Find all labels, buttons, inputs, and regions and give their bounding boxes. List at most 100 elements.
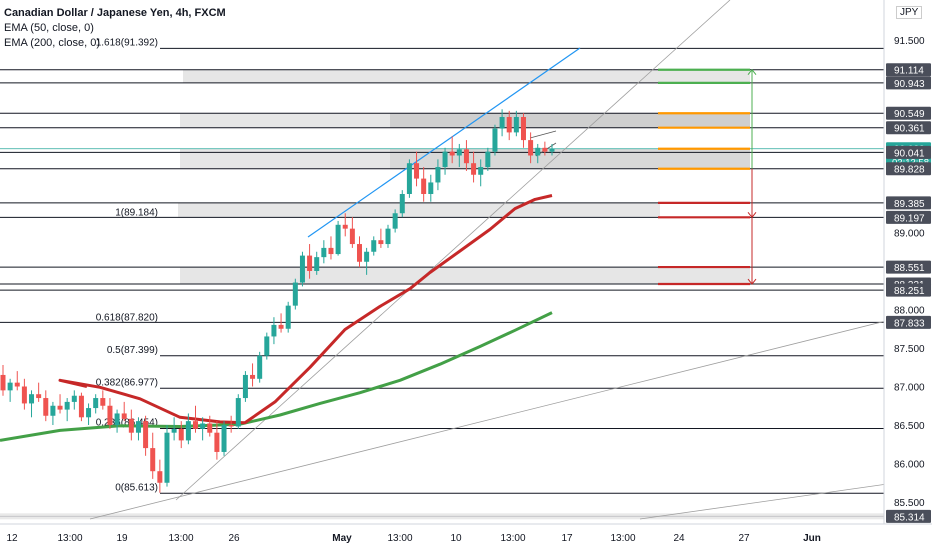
candle-body	[7, 382, 13, 391]
candle-body	[193, 421, 199, 429]
candle-body	[471, 163, 477, 175]
y-tick-label: 86.000	[894, 460, 925, 471]
support-resistance-zones	[178, 69, 750, 285]
x-tick-label: 26	[228, 533, 240, 544]
candle-body	[64, 401, 70, 410]
price-badge	[886, 121, 931, 135]
y-tick-label: 89.000	[894, 229, 925, 240]
ema-50-path	[58, 194, 553, 425]
x-tick-label: Jun	[803, 533, 821, 544]
candle-body	[292, 282, 298, 306]
candle-body	[449, 151, 455, 156]
x-tick-label: 13:00	[168, 533, 193, 544]
price-badge	[886, 196, 931, 210]
candle-body	[421, 178, 427, 194]
y-tick-label: 87.000	[894, 383, 925, 394]
candle-body	[499, 117, 505, 129]
y-tick-label: 85.500	[894, 498, 925, 509]
fib-label: 0(85.613)	[115, 482, 158, 493]
candle-body	[520, 117, 526, 141]
candle-body	[143, 421, 149, 449]
candle-body	[93, 398, 99, 409]
up-arrow-head	[747, 68, 757, 76]
price-badge	[886, 145, 931, 159]
candle-body	[71, 395, 77, 402]
candle-body	[135, 421, 141, 433]
x-tick-label: 10	[450, 533, 462, 544]
candle-body	[0, 374, 6, 391]
ema-50-legend: EMA (50, close, 0)	[4, 22, 94, 34]
down-arrow-head-1	[747, 212, 757, 219]
candle-body	[78, 395, 84, 418]
candle-body	[271, 324, 277, 337]
candle-body	[114, 413, 120, 425]
candle-body	[414, 163, 420, 179]
price-badge	[886, 106, 931, 120]
candle-body	[257, 355, 263, 379]
candle-body	[392, 213, 398, 229]
x-tick-label: 24	[673, 533, 685, 544]
candle-body	[285, 305, 291, 329]
x-tick-label: 13:00	[500, 533, 525, 544]
zone-0	[183, 69, 750, 83]
price-badge	[886, 509, 931, 523]
x-tick-label: 13:00	[57, 533, 82, 544]
channel-upper-line	[307, 47, 581, 238]
price-badge-label: 90.549	[894, 109, 925, 120]
candle-body	[43, 398, 49, 416]
measure-arrows	[747, 68, 757, 285]
y-tick-label: 86.500	[894, 421, 925, 432]
candle-body	[107, 405, 113, 425]
candle-body	[307, 255, 313, 271]
price-badge-label: 90.041	[894, 148, 925, 159]
zone-4	[180, 267, 750, 285]
x-tick-label: 17	[561, 533, 573, 544]
bottom-band	[0, 513, 884, 520]
candle-body	[221, 425, 227, 452]
candle-body	[235, 398, 241, 427]
candle-body	[14, 382, 20, 387]
wedge-upper-line	[529, 130, 557, 139]
fib-label: 0.618(87.820)	[96, 312, 158, 323]
candle-body	[371, 240, 377, 252]
fib-label: 1(89.184)	[115, 207, 158, 218]
candle-body	[214, 432, 220, 452]
fibonacci-labels: 1.618(91.392) 1(89.184) 0.618(87.820) 0.5(8…	[96, 37, 158, 493]
candle-body	[335, 224, 341, 255]
ema-200-path	[0, 311, 553, 442]
x-tick-label: 19	[116, 533, 128, 544]
price-badge	[886, 283, 931, 297]
candle-body	[178, 428, 184, 441]
candle-body	[21, 386, 27, 404]
price-badge-label: 89.828	[894, 165, 925, 176]
candle-body	[442, 151, 448, 168]
candle-body	[164, 432, 170, 483]
candle-body	[321, 247, 327, 258]
ema-200-line	[0, 311, 553, 442]
time-axis: 12 13:00 19 13:00 26 May 13:00 10 13:00 17 13:00 24…	[0, 523, 932, 544]
x-tick-label: May	[332, 533, 352, 544]
price-badge-label: 89.385	[894, 199, 925, 210]
candle-body	[542, 147, 548, 152]
candle-body	[478, 167, 484, 175]
chart-legend: Canadian Dollar / Japanese Yen, 4h, FXCM…	[4, 6, 226, 51]
x-tick-label: 13:00	[610, 533, 635, 544]
candle-body	[207, 423, 213, 433]
ema-50-line	[58, 194, 553, 425]
candle-body	[264, 336, 270, 356]
candle-body	[278, 324, 284, 329]
candle-body	[36, 394, 42, 399]
fib-label: 0.382(86.977)	[96, 377, 158, 388]
price-badge-label: 90.943	[894, 79, 925, 90]
candle-body	[456, 149, 462, 156]
candle-body	[314, 257, 320, 271]
x-tick-label: 27	[738, 533, 750, 544]
candle-body	[328, 247, 334, 255]
candle-body	[228, 425, 234, 427]
candle-body	[86, 408, 92, 418]
price-badge	[886, 76, 931, 90]
candle-body	[428, 182, 434, 194]
y-tick-label: 88.000	[894, 306, 925, 317]
candle-body	[150, 448, 156, 472]
